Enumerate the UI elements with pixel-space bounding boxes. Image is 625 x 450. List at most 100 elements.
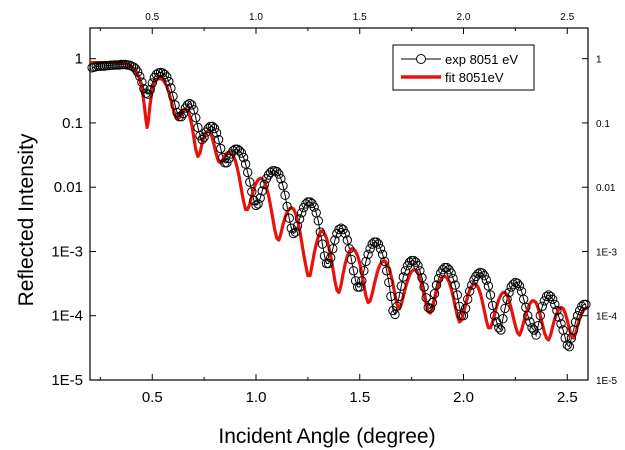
legend: exp 8051 eV fit 8051eV — [392, 44, 535, 91]
exp-data-point — [415, 266, 425, 276]
exp-data-point — [290, 227, 301, 237]
exp-data-point — [326, 253, 336, 263]
y-tick-label-left: 0.01 — [54, 179, 83, 196]
exp-data-point — [564, 342, 574, 352]
exp-data-point — [323, 258, 334, 269]
exp-data-point — [458, 311, 469, 321]
exp-data-point — [541, 291, 552, 302]
exp-data-point — [209, 123, 220, 134]
exp-data-point — [577, 301, 587, 311]
exp-data-point — [243, 167, 253, 178]
y-axis-title: Reflected Intensity — [15, 133, 38, 306]
exp-data-point — [371, 237, 382, 247]
x-tick-label-bottom: 1.0 — [246, 389, 267, 406]
exp-data-point — [427, 297, 438, 308]
exp-data-point — [253, 199, 263, 209]
exp-data-point — [556, 319, 566, 329]
x-tick-label-top: 2.0 — [457, 12, 471, 23]
exp-data-point — [533, 321, 543, 331]
exp-data-point — [147, 78, 158, 88]
exp-data-point — [508, 279, 518, 289]
exp-data-point — [373, 239, 384, 249]
exp-data-point — [367, 239, 377, 249]
exp-data-point — [467, 280, 477, 290]
legend-fit-label: fit 8051eV — [445, 70, 504, 85]
exp-data-point — [236, 148, 247, 158]
exp-data-point — [197, 134, 207, 145]
exp-data-point — [535, 311, 545, 321]
y-tick-label-left: 1 — [75, 51, 83, 68]
exp-data-point — [348, 266, 359, 276]
exp-data-point — [548, 294, 558, 304]
exp-data-point — [133, 67, 143, 77]
exp-data-point — [514, 281, 525, 291]
exp-data-point — [552, 305, 562, 316]
exp-data-point — [492, 317, 502, 327]
y-tick-label-left: 1E-3 — [51, 243, 83, 260]
exp-data-point — [531, 330, 541, 340]
x-axis-title: Incident Angle (degree) — [218, 425, 435, 448]
exp-data-point — [382, 266, 392, 276]
exp-data-point — [512, 278, 523, 288]
exp-data-point — [234, 146, 245, 156]
exp-data-point — [413, 261, 423, 271]
exp-data-point — [340, 228, 350, 239]
x-tick-label-top: 1.0 — [249, 12, 263, 23]
x-tick-label-top: 2.5 — [560, 12, 574, 23]
exp-data-point — [450, 280, 460, 290]
exp-data-point — [284, 213, 294, 223]
exp-data-point — [429, 289, 440, 299]
legend-exp-marker — [416, 54, 426, 64]
exp-data-point — [473, 269, 483, 279]
exp-data-point — [288, 228, 299, 239]
series-exp-line — [91, 64, 586, 348]
exp-data-point — [328, 244, 338, 254]
exp-data-point — [500, 303, 510, 314]
y-tick-label-right: 1 — [596, 55, 602, 66]
exp-data-point — [344, 244, 355, 254]
plot-frame — [89, 27, 589, 381]
exp-data-point — [274, 169, 284, 179]
exp-data-point — [572, 311, 583, 321]
exp-data-point — [330, 235, 340, 245]
axis-ticks — [90, 28, 588, 381]
series-fit-line — [90, 61, 588, 342]
exp-data-point — [317, 239, 328, 249]
exp-data-point — [419, 282, 429, 292]
exp-data-point — [487, 300, 498, 311]
exp-data-point — [396, 281, 406, 291]
exp-data-point — [433, 273, 444, 284]
exp-data-point — [454, 301, 465, 311]
exp-data-point — [213, 134, 224, 145]
x-tick-label-bottom: 0.5 — [142, 389, 163, 406]
exp-data-point — [527, 323, 537, 333]
exp-data-point — [570, 317, 581, 327]
exp-data-point — [251, 200, 261, 211]
x-tick-label-top: 1.5 — [353, 12, 367, 23]
y-tick-label-right: 1E-4 — [596, 312, 618, 323]
exp-data-point — [375, 244, 386, 254]
exp-data-point — [145, 84, 155, 95]
exp-data-point — [199, 132, 209, 142]
exp-data-point — [297, 208, 307, 218]
exp-data-point — [228, 146, 238, 156]
exp-data-point — [247, 187, 257, 197]
exp-data-point — [168, 91, 178, 102]
plot-area-border — [89, 27, 589, 381]
exp-data-point — [377, 249, 388, 260]
exp-data-point — [400, 266, 411, 276]
exp-data-point — [191, 113, 201, 123]
exp-data-point — [257, 186, 267, 196]
exp-data-point — [182, 100, 193, 110]
exp-data-point — [355, 282, 365, 292]
y-tick-label-left: 1E-5 — [51, 372, 83, 389]
exp-data-point — [483, 281, 494, 291]
exp-data-point — [216, 143, 226, 154]
exp-data-point — [365, 244, 375, 254]
exp-data-point — [502, 294, 512, 304]
y-tick-label-right: 0.1 — [596, 119, 610, 130]
exp-data-point — [222, 158, 232, 168]
exp-data-point — [346, 254, 357, 265]
exp-data-point — [392, 301, 402, 311]
